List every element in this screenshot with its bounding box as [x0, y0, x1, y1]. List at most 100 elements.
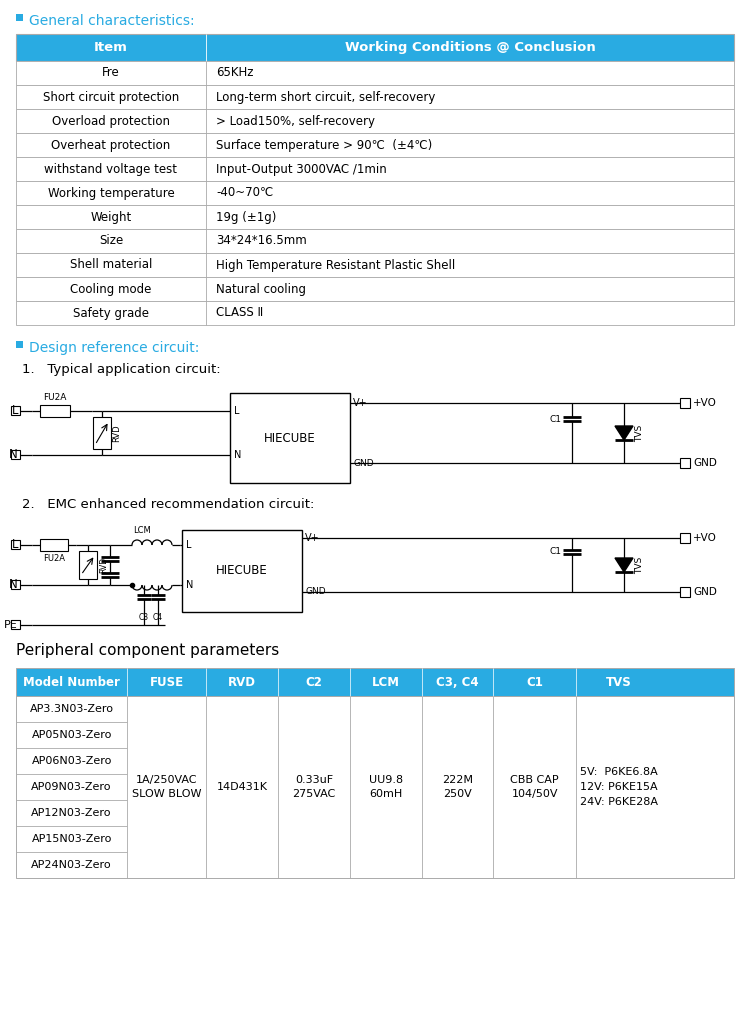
Text: 1.   Typical application circuit:: 1. Typical application circuit: [22, 363, 220, 376]
Text: C3, C4: C3, C4 [436, 675, 479, 688]
Text: C4: C4 [153, 613, 163, 622]
Text: Cooling mode: Cooling mode [70, 283, 152, 295]
Polygon shape [615, 558, 633, 572]
Bar [79, 551, 97, 579]
Text: Weight: Weight [90, 211, 132, 223]
Text: GND: GND [693, 458, 717, 468]
Text: 19g (±1g): 19g (±1g) [216, 211, 276, 223]
Text: 222M
250V: 222M 250V [442, 775, 473, 800]
Text: Safety grade: Safety grade [73, 307, 149, 319]
Bar [680, 398, 690, 409]
Text: GND: GND [305, 588, 326, 597]
Text: AP12N03-Zero: AP12N03-Zero [32, 808, 112, 818]
Text: C1: C1 [549, 415, 561, 424]
Text: N: N [9, 449, 18, 461]
Text: Size: Size [99, 235, 123, 248]
Text: Overload protection: Overload protection [52, 114, 170, 128]
Text: Long-term short circuit, self-recovery: Long-term short circuit, self-recovery [216, 91, 435, 104]
Text: Working Conditions @ Conclusion: Working Conditions @ Conclusion [344, 41, 596, 54]
Text: LCM: LCM [134, 526, 151, 535]
Text: Model Number: Model Number [23, 675, 120, 688]
Text: FUSE: FUSE [150, 675, 184, 688]
Bar [230, 393, 350, 483]
Text: Design reference circuit:: Design reference circuit: [29, 341, 200, 355]
Bar [11, 450, 20, 459]
Text: TVS: TVS [606, 675, 632, 688]
Text: Input-Output 3000VAC /1min: Input-Output 3000VAC /1min [216, 163, 387, 176]
Text: 5V:  P6KE6.8A
12V: P6KE15A
24V: P6KE28A: 5V: P6KE6.8A 12V: P6KE15A 24V: P6KE28A [580, 768, 658, 807]
Text: N: N [186, 580, 194, 590]
Text: 14D431K: 14D431K [217, 782, 268, 792]
Text: Shell material: Shell material [70, 258, 152, 272]
Text: L: L [186, 540, 191, 549]
Text: C1: C1 [549, 547, 561, 557]
Text: N: N [234, 450, 242, 460]
Text: AP24N03-Zero: AP24N03-Zero [32, 860, 112, 870]
Text: Item: Item [94, 41, 128, 54]
Text: HIECUBE: HIECUBE [264, 431, 316, 445]
Bar [16, 341, 23, 348]
Text: LCM: LCM [372, 675, 400, 688]
Text: HIECUBE: HIECUBE [216, 565, 268, 577]
Text: Overheat protection: Overheat protection [51, 139, 170, 151]
Text: L: L [11, 404, 18, 418]
Text: TVS: TVS [635, 424, 644, 441]
Bar [16, 109, 734, 133]
Text: Peripheral component parameters: Peripheral component parameters [16, 643, 279, 658]
Polygon shape [615, 426, 633, 440]
Text: RVD: RVD [99, 557, 108, 573]
Text: UU9.8
60mH: UU9.8 60mH [369, 775, 403, 800]
Text: TVS: TVS [635, 557, 644, 573]
Text: withstand voltage test: withstand voltage test [44, 163, 178, 176]
Text: C3: C3 [139, 613, 149, 622]
Bar [16, 253, 734, 277]
Text: Working temperature: Working temperature [48, 186, 174, 200]
Text: GND: GND [693, 587, 717, 597]
Text: 1A/250VAC
SLOW BLOW: 1A/250VAC SLOW BLOW [132, 775, 202, 800]
Bar [16, 668, 734, 696]
Bar [16, 157, 734, 181]
Bar [680, 587, 690, 597]
Text: FU2A: FU2A [44, 393, 67, 402]
Text: C2: C2 [305, 675, 322, 688]
Bar [16, 301, 734, 325]
Bar [680, 458, 690, 468]
Bar [16, 14, 23, 21]
Bar [16, 229, 734, 253]
Bar [680, 533, 690, 543]
Text: FU2A: FU2A [43, 554, 65, 563]
Text: AP05N03-Zero: AP05N03-Zero [32, 730, 112, 740]
Text: V+: V+ [353, 398, 368, 409]
Text: +VO: +VO [693, 398, 717, 409]
Bar [16, 133, 734, 157]
Bar [40, 405, 70, 417]
Text: PE: PE [4, 620, 18, 630]
Bar [93, 417, 111, 449]
Bar [16, 205, 734, 229]
Text: +VO: +VO [693, 533, 717, 543]
Text: CLASS Ⅱ: CLASS Ⅱ [216, 307, 263, 319]
Text: 34*24*16.5mm: 34*24*16.5mm [216, 235, 307, 248]
Bar [16, 34, 734, 61]
Text: 2.   EMC enhanced recommendation circuit:: 2. EMC enhanced recommendation circuit: [22, 498, 314, 511]
Bar [40, 539, 68, 551]
Text: AP09N03-Zero: AP09N03-Zero [32, 782, 112, 792]
Bar [16, 85, 734, 109]
Text: 65KHz: 65KHz [216, 67, 254, 79]
Text: V+: V+ [305, 533, 320, 543]
Text: Short circuit protection: Short circuit protection [43, 91, 179, 104]
Bar [16, 181, 734, 205]
Text: Surface temperature > 90℃  (±4℃): Surface temperature > 90℃ (±4℃) [216, 139, 432, 151]
Text: AP15N03-Zero: AP15N03-Zero [32, 833, 112, 844]
Text: > Load150%, self-recovery: > Load150%, self-recovery [216, 114, 375, 128]
Bar [11, 620, 20, 629]
Bar [16, 277, 734, 301]
Text: 0.33uF
275VAC: 0.33uF 275VAC [292, 775, 335, 800]
Text: AP06N03-Zero: AP06N03-Zero [32, 756, 112, 766]
Text: General characteristics:: General characteristics: [29, 14, 195, 28]
Text: High Temperature Resistant Plastic Shell: High Temperature Resistant Plastic Shell [216, 258, 455, 272]
Bar [11, 406, 20, 415]
Text: Fre: Fre [102, 67, 120, 79]
Text: L: L [11, 538, 18, 552]
Bar [16, 696, 734, 878]
